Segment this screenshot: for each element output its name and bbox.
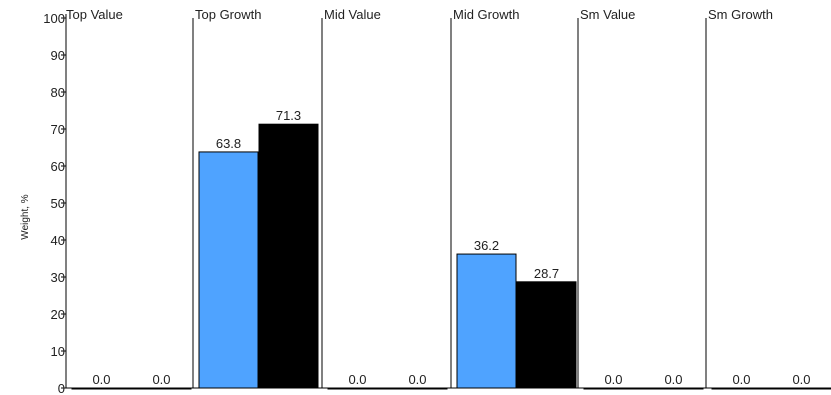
y-tick-label: 60 <box>51 159 65 174</box>
category-label: Mid Growth <box>453 7 519 22</box>
bar <box>198 151 259 389</box>
data-label: 0.0 <box>604 372 622 387</box>
y-axis-label: Weight, % <box>20 194 31 239</box>
category-label: Top Growth <box>195 7 261 22</box>
data-label: 0.0 <box>408 372 426 387</box>
bar <box>71 387 132 390</box>
data-label: 0.0 <box>92 372 110 387</box>
y-tick-label: 50 <box>51 196 65 211</box>
y-tick-label: 80 <box>51 85 65 100</box>
category-label: Sm Growth <box>708 7 773 22</box>
axes: 0 10 20 30 40 50 60 70 80 90 100 <box>43 11 828 395</box>
y-tick-label: 90 <box>51 48 65 63</box>
bar <box>258 123 319 389</box>
bar <box>327 387 388 390</box>
bar <box>583 387 644 390</box>
data-label: 0.0 <box>792 372 810 387</box>
y-tick-label: 10 <box>51 344 65 359</box>
bar <box>643 387 704 390</box>
data-label: 0.0 <box>732 372 750 387</box>
category-label: Top Value <box>66 7 123 22</box>
bar <box>456 253 517 389</box>
y-tick-label: 0 <box>58 381 65 395</box>
data-label: 0.0 <box>152 372 170 387</box>
category-label: Mid Value <box>324 7 381 22</box>
category-separators <box>192 18 707 388</box>
bar <box>771 387 831 390</box>
data-label: 0.0 <box>664 372 682 387</box>
data-label: 36.2 <box>474 238 499 253</box>
y-tick-label: 40 <box>51 233 65 248</box>
data-label: 0.0 <box>348 372 366 387</box>
labels: Top Value Top Growth Mid Value Mid Growth Sm… <box>66 7 811 387</box>
data-label: 28.7 <box>534 266 559 281</box>
bar <box>516 281 577 389</box>
y-tick-label: 100 <box>43 11 65 26</box>
y-tick-label: 20 <box>51 307 65 322</box>
category-label: Sm Value <box>580 7 635 22</box>
bar <box>711 387 772 390</box>
bar <box>131 387 192 390</box>
data-label: 71.3 <box>276 108 301 123</box>
bars <box>71 123 831 390</box>
data-label: 63.8 <box>216 136 241 151</box>
bar <box>387 387 448 390</box>
y-tick-label: 30 <box>51 270 65 285</box>
y-tick-label: 70 <box>51 122 65 137</box>
